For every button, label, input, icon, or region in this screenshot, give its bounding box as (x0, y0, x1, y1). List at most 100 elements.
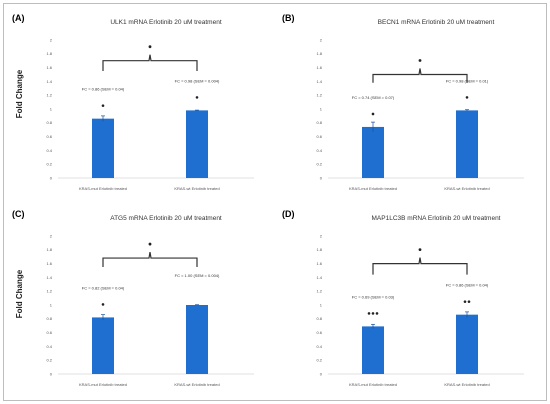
data-label: FC = 0.74 (SEM = 0.07) (352, 95, 395, 100)
panel-4: (D) MAP1LC3B mRNA Erlotinib 20 uM treatme… (282, 209, 524, 387)
y-tick-label: 0.4 (46, 148, 52, 153)
significance-dot (467, 300, 471, 303)
y-tick-label: 0.6 (46, 330, 52, 335)
y-axis-label: Fold Change (15, 69, 24, 118)
significance-dot (375, 312, 379, 315)
x-tick-label: KRAS-mut Erlotinib treated (349, 382, 397, 387)
x-tick-label: KRAS-wt Erlotinib treated (174, 382, 219, 387)
x-tick-label: KRAS-wt Erlotinib treated (444, 186, 489, 191)
y-tick-label: 2 (320, 37, 323, 42)
y-tick-label: 1.4 (316, 275, 322, 280)
significance-bracket (372, 68, 468, 83)
bar (92, 317, 114, 374)
significance-dot (371, 312, 375, 315)
bracket-significance-dot (148, 242, 152, 246)
panel-letter: (A) (12, 13, 25, 23)
panel-letter: (C) (12, 209, 25, 219)
chart-title: ULK1 mRNA Erlotinib 20 uM treatment (110, 19, 221, 26)
x-tick-label: KRAS-mut Erlotinib treated (349, 186, 397, 191)
y-tick-label: 1.8 (46, 247, 52, 252)
y-tick-label: 0.2 (46, 162, 52, 167)
y-tick-label: 1 (50, 106, 53, 111)
y-tick-label: 0.6 (46, 134, 52, 139)
y-tick-label: 0.6 (316, 134, 322, 139)
y-tick-label: 1 (320, 302, 323, 307)
bar (456, 314, 478, 374)
data-label: FC = 0.82 (SEM = 0.04) (82, 285, 125, 290)
panel-letter: (D) (282, 209, 295, 219)
y-tick-label: 0 (50, 175, 53, 180)
bar (456, 110, 478, 178)
chart-title: BECN1 mRNA Erlotinib 20 uM treatment (378, 19, 495, 26)
y-tick-label: 0.8 (46, 120, 52, 125)
data-label: FC = 0.86 (SEM = 0.04) (446, 283, 489, 288)
bracket-significance-dot (148, 45, 152, 49)
y-tick-label: 0.4 (46, 344, 52, 349)
figure: (A) ULK1 mRNA Erlotinib 20 uM treatment 0 0… (3, 3, 547, 401)
y-tick-label: 1.4 (46, 79, 52, 84)
significance-bracket (102, 251, 198, 268)
bar (186, 305, 208, 374)
chart-canvas: (A) ULK1 mRNA Erlotinib 20 uM treatment 0 0… (12, 13, 524, 387)
y-tick-label: 1.8 (46, 51, 52, 56)
y-tick-label: 1.4 (46, 275, 52, 280)
y-tick-label: 1.8 (316, 247, 322, 252)
y-tick-label: 1.2 (316, 93, 322, 98)
y-tick-label: 0.2 (316, 358, 322, 363)
y-tick-label: 0 (50, 371, 53, 376)
data-label: FC = 0.69 (SEM = 0.03) (352, 294, 395, 299)
y-tick-label: 0.6 (316, 330, 322, 335)
panel-3: (C) ATG5 mRNA Erlotinib 20 uM treatment 0 0… (12, 209, 254, 387)
data-label: FC = 1.00 (SEM = 0.004) (175, 273, 220, 278)
significance-dot (195, 96, 199, 99)
panel-1: (A) ULK1 mRNA Erlotinib 20 uM treatment 0 0… (12, 13, 254, 191)
bar (362, 126, 384, 178)
y-tick-label: 1.6 (316, 65, 322, 70)
y-tick-label: 1.6 (46, 261, 52, 266)
data-label: FC = 0.86 (SEM = 0.04) (82, 87, 125, 92)
y-tick-label: 2 (320, 233, 323, 238)
y-tick-label: 1.6 (316, 261, 322, 266)
y-tick-label: 1.2 (46, 93, 52, 98)
y-tick-label: 0.8 (316, 316, 322, 321)
significance-dot (465, 96, 469, 99)
data-label: FC = 0.98 (SEM = 0.004) (175, 78, 220, 83)
bar (186, 110, 208, 178)
y-tick-label: 1.8 (316, 51, 322, 56)
y-axis-label: Fold Change (15, 269, 24, 318)
y-tick-label: 0.8 (46, 316, 52, 321)
significance-bracket (372, 257, 468, 275)
y-tick-label: 1 (320, 106, 323, 111)
y-tick-label: 0.2 (316, 162, 322, 167)
bar (92, 118, 114, 178)
y-tick-label: 1 (50, 302, 53, 307)
y-tick-label: 0.4 (316, 148, 322, 153)
y-tick-label: 0.4 (316, 344, 322, 349)
bracket-significance-dot (418, 248, 422, 251)
chart-title: MAP1LC3B mRNA Erlotinib 20 uM treatment (372, 215, 501, 222)
y-tick-label: 2 (50, 37, 53, 42)
y-tick-label: 1.2 (316, 289, 322, 294)
y-tick-label: 0 (320, 371, 323, 376)
y-tick-label: 2 (50, 233, 53, 238)
significance-bracket (102, 54, 198, 72)
y-tick-label: 1.2 (46, 289, 52, 294)
significance-dot (367, 312, 371, 315)
y-tick-label: 1.6 (46, 65, 52, 70)
bar (362, 326, 384, 374)
significance-dot (101, 104, 105, 107)
y-tick-label: 0.2 (46, 358, 52, 363)
significance-dot (101, 303, 105, 306)
panel-letter: (B) (282, 13, 295, 23)
bracket-significance-dot (418, 59, 422, 62)
significance-dot (371, 112, 375, 116)
significance-dot (463, 300, 467, 303)
chart-title: ATG5 mRNA Erlotinib 20 uM treatment (110, 215, 222, 222)
y-tick-label: 0.8 (316, 120, 322, 125)
y-tick-label: 1.4 (316, 79, 322, 84)
x-tick-label: KRAS-wt Erlotinib treated (444, 382, 489, 387)
x-tick-label: KRAS-wt Erlotinib treated (174, 186, 219, 191)
x-tick-label: KRAS-mut Erlotinib treated (79, 186, 127, 191)
y-tick-label: 0 (320, 175, 323, 180)
panel-2: (B) BECN1 mRNA Erlotinib 20 uM treatment 0… (282, 13, 524, 191)
